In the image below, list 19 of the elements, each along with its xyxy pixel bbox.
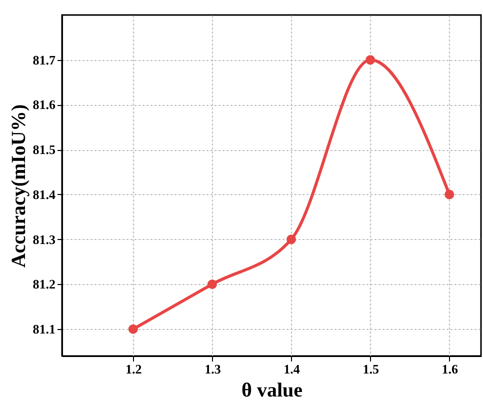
y-tick-label: 81.2	[32, 276, 56, 292]
point	[207, 279, 217, 289]
point	[366, 55, 376, 65]
point	[444, 190, 454, 200]
point	[286, 234, 296, 244]
x-tick-label: 1.5	[362, 362, 380, 376]
y-tick-label: 81.5	[32, 142, 56, 158]
y-tick-label: 81.1	[32, 322, 56, 337]
point	[128, 324, 138, 334]
x-tick-label: 1.4	[284, 362, 300, 376]
x-tick-label: 1.2	[126, 362, 142, 376]
y-tick-label: 81.3	[32, 232, 56, 247]
x-tick-label: 1.3	[204, 362, 222, 376]
y-tick-label: 81.7	[32, 52, 56, 68]
y-tick-label: 81.4	[32, 186, 56, 202]
y-tick-label: 81.6	[32, 97, 56, 112]
x-tick-label: 1.6	[442, 362, 458, 376]
y-axis-title: Accuracy(mIoU%)	[8, 104, 30, 268]
x-axis-title: θ value	[242, 380, 303, 402]
